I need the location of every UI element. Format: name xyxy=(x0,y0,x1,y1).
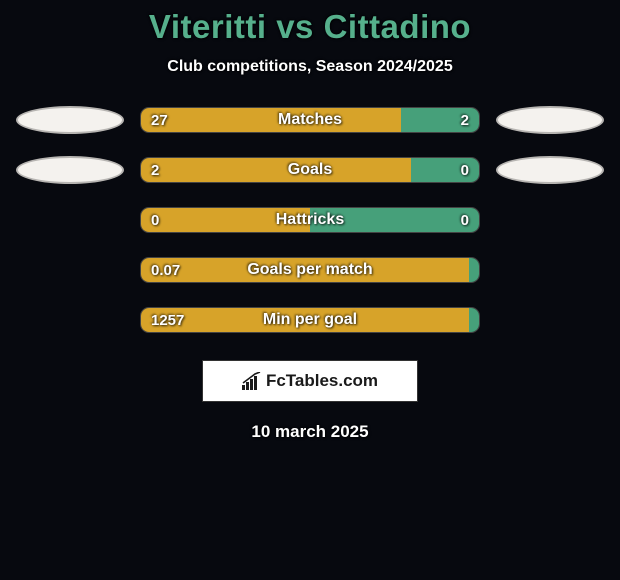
logo-text: FcTables.com xyxy=(266,371,378,391)
stat-bar-right xyxy=(469,308,479,332)
stat-bar-right: 2 xyxy=(401,108,479,132)
source-logo[interactable]: FcTables.com xyxy=(202,360,418,402)
stats-card: Viteritti vs Cittadino Club competitions… xyxy=(0,0,620,580)
stat-bar-left: 2 xyxy=(141,158,411,182)
stat-left-value: 2 xyxy=(151,162,159,179)
title-player1: Viteritti xyxy=(149,8,267,45)
stat-bar: 0.07Goals per match xyxy=(140,257,480,283)
stat-right-value: 0 xyxy=(461,212,469,229)
title-vs: vs xyxy=(276,8,314,45)
stat-row: 0.07Goals per match xyxy=(0,256,620,284)
player1-marker xyxy=(16,156,124,184)
stat-row: 272Matches xyxy=(0,106,620,134)
stat-row: 1257Min per goal xyxy=(0,306,620,334)
stat-bar: 20Goals xyxy=(140,157,480,183)
chart-icon xyxy=(242,372,262,390)
player2-marker xyxy=(496,106,604,134)
subtitle: Club competitions, Season 2024/2025 xyxy=(0,58,620,76)
stat-left-value: 0.07 xyxy=(151,262,180,279)
stat-bar-left: 0 xyxy=(141,208,310,232)
player1-marker xyxy=(16,106,124,134)
title-player2: Cittadino xyxy=(324,8,471,45)
stat-row: 20Goals xyxy=(0,156,620,184)
stat-bar-right xyxy=(469,258,479,282)
stat-bar-left: 0.07 xyxy=(141,258,469,282)
stat-left-value: 1257 xyxy=(151,312,184,329)
stat-right-value: 0 xyxy=(461,162,469,179)
stat-bar: 1257Min per goal xyxy=(140,307,480,333)
stat-row: 00Hattricks xyxy=(0,206,620,234)
stat-left-value: 27 xyxy=(151,112,168,129)
stat-bar: 272Matches xyxy=(140,107,480,133)
stats-rows: 272Matches20Goals00Hattricks0.07Goals pe… xyxy=(0,106,620,334)
stat-bar-right: 0 xyxy=(411,158,479,182)
stat-right-value: 2 xyxy=(461,112,469,129)
stat-bar-left: 27 xyxy=(141,108,401,132)
page-title: Viteritti vs Cittadino xyxy=(0,8,620,46)
stat-bar: 00Hattricks xyxy=(140,207,480,233)
stat-bar-right: 0 xyxy=(310,208,479,232)
date-label: 10 march 2025 xyxy=(0,422,620,442)
stat-left-value: 0 xyxy=(151,212,159,229)
stat-bar-left: 1257 xyxy=(141,308,469,332)
player2-marker xyxy=(496,156,604,184)
